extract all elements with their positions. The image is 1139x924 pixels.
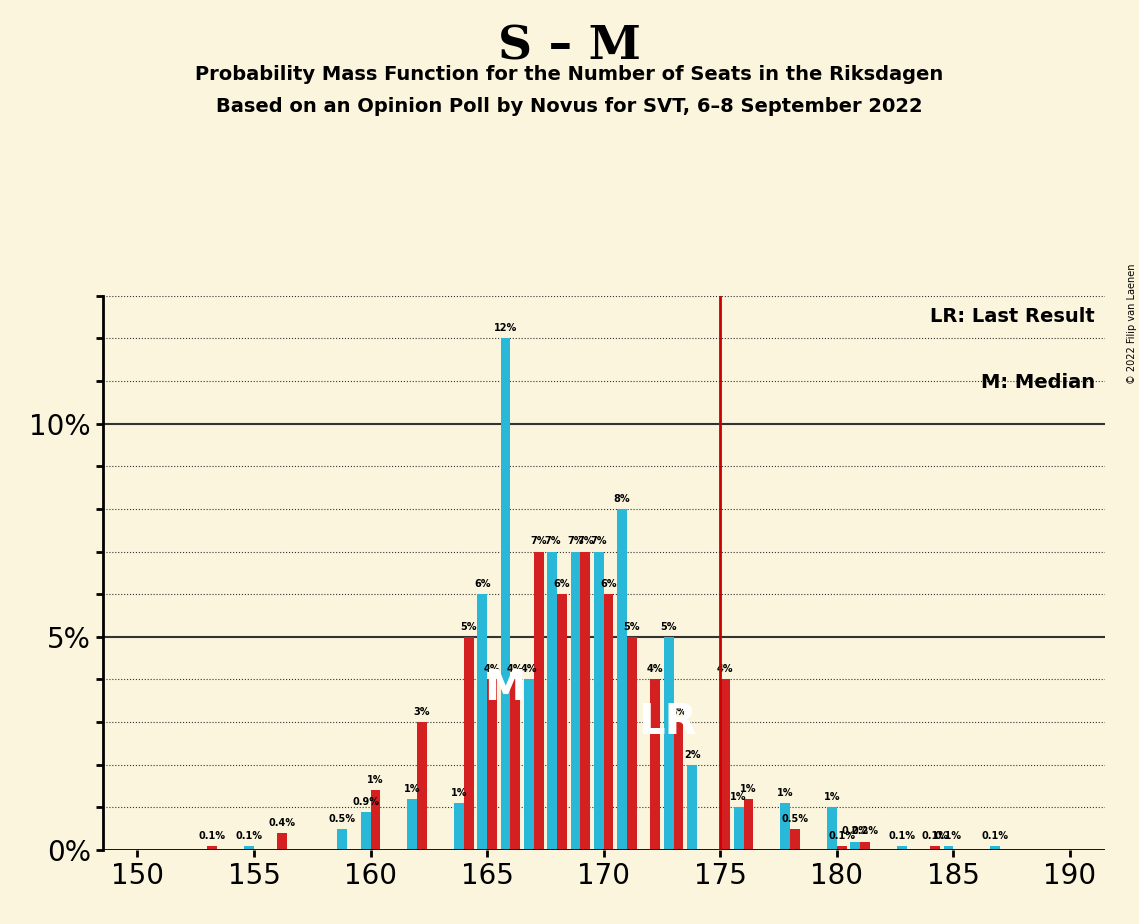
Text: 0.1%: 0.1%	[199, 831, 226, 841]
Text: 1%: 1%	[740, 784, 756, 794]
Bar	[780, 803, 790, 850]
Bar	[337, 829, 347, 850]
Text: 0.1%: 0.1%	[888, 831, 916, 841]
Text: 7%: 7%	[544, 537, 560, 546]
Text: 6%: 6%	[554, 579, 571, 590]
Bar	[477, 594, 487, 850]
Text: 6%: 6%	[474, 579, 491, 590]
Bar	[896, 845, 907, 850]
Bar	[827, 808, 837, 850]
Text: © 2022 Filip van Laenen: © 2022 Filip van Laenen	[1126, 263, 1137, 383]
Bar	[990, 845, 1000, 850]
Bar	[510, 679, 521, 850]
Text: 5%: 5%	[460, 622, 477, 632]
Bar	[617, 509, 626, 850]
Text: 4%: 4%	[716, 664, 734, 675]
Text: 7%: 7%	[531, 537, 547, 546]
Bar	[860, 842, 870, 850]
Bar	[557, 594, 567, 850]
Text: 1%: 1%	[404, 784, 420, 794]
Text: 1%: 1%	[777, 788, 794, 798]
Text: Based on an Opinion Poll by Novus for SVT, 6–8 September 2022: Based on an Opinion Poll by Novus for SV…	[216, 97, 923, 116]
Text: 7%: 7%	[577, 537, 593, 546]
Text: S – M: S – M	[498, 23, 641, 69]
Text: 1%: 1%	[367, 775, 384, 785]
Text: 0.1%: 0.1%	[935, 831, 962, 841]
Text: M: M	[484, 667, 525, 709]
Bar	[673, 723, 683, 850]
Text: 0.1%: 0.1%	[236, 831, 263, 841]
Bar	[454, 803, 464, 850]
Text: 0.1%: 0.1%	[921, 831, 949, 841]
Text: 0.2%: 0.2%	[842, 826, 869, 836]
Text: 2%: 2%	[683, 749, 700, 760]
Bar	[417, 723, 427, 850]
Text: 0.5%: 0.5%	[329, 814, 355, 823]
Text: 3%: 3%	[670, 707, 687, 717]
Bar	[650, 679, 661, 850]
Text: 4%: 4%	[647, 664, 663, 675]
Text: 12%: 12%	[494, 323, 517, 334]
Bar	[277, 833, 287, 850]
Text: 0.2%: 0.2%	[852, 826, 878, 836]
Bar	[408, 799, 417, 850]
Bar	[790, 829, 800, 850]
Bar	[547, 552, 557, 850]
Bar	[501, 338, 510, 850]
Text: 1%: 1%	[451, 788, 467, 798]
Text: M: Median: M: Median	[981, 373, 1095, 393]
Bar	[581, 552, 590, 850]
Bar	[744, 799, 753, 850]
Text: 0.1%: 0.1%	[982, 831, 1008, 841]
Text: 4%: 4%	[484, 664, 500, 675]
Bar	[604, 594, 614, 850]
Bar	[207, 845, 218, 850]
Text: 0.1%: 0.1%	[828, 831, 855, 841]
Text: 5%: 5%	[661, 622, 677, 632]
Bar	[837, 845, 846, 850]
Text: 1%: 1%	[823, 792, 841, 802]
Bar	[370, 790, 380, 850]
Bar	[626, 637, 637, 850]
Text: 0.9%: 0.9%	[352, 796, 379, 807]
Bar	[664, 637, 673, 850]
Text: Probability Mass Function for the Number of Seats in the Riksdagen: Probability Mass Function for the Number…	[196, 65, 943, 84]
Bar	[593, 552, 604, 850]
Text: 5%: 5%	[624, 622, 640, 632]
Text: 6%: 6%	[600, 579, 617, 590]
Text: 0.4%: 0.4%	[269, 818, 296, 828]
Bar	[244, 845, 254, 850]
Bar	[931, 845, 940, 850]
Bar	[487, 679, 497, 850]
Bar	[524, 679, 534, 850]
Bar	[943, 845, 953, 850]
Text: 4%: 4%	[507, 664, 524, 675]
Bar	[571, 552, 581, 850]
Bar	[720, 679, 730, 850]
Text: LR: LR	[638, 701, 697, 743]
Bar	[687, 765, 697, 850]
Bar	[534, 552, 543, 850]
Text: 8%: 8%	[614, 493, 630, 504]
Text: 7%: 7%	[567, 537, 583, 546]
Text: 1%: 1%	[730, 792, 747, 802]
Text: 0.5%: 0.5%	[781, 814, 809, 823]
Bar	[361, 811, 370, 850]
Bar	[464, 637, 474, 850]
Bar	[851, 842, 860, 850]
Text: 7%: 7%	[590, 537, 607, 546]
Text: 3%: 3%	[413, 707, 431, 717]
Text: 4%: 4%	[521, 664, 538, 675]
Text: LR: Last Result: LR: Last Result	[931, 307, 1095, 326]
Bar	[734, 808, 744, 850]
